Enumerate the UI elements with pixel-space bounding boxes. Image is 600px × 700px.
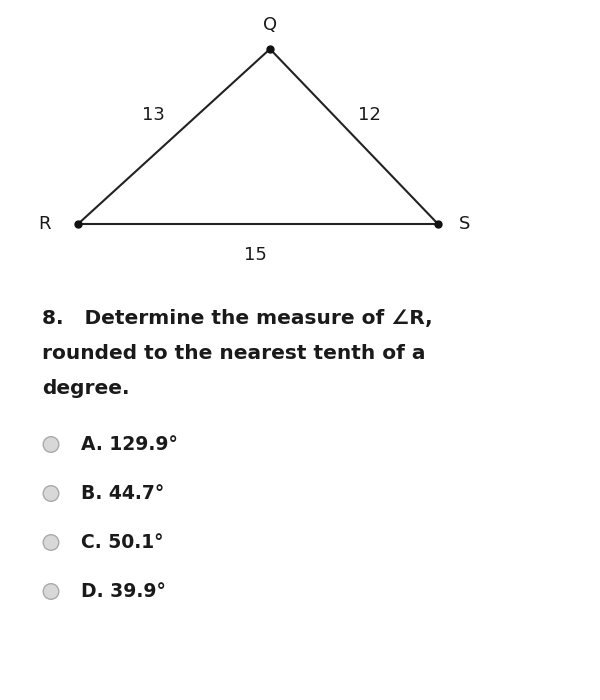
Ellipse shape	[43, 584, 59, 599]
Text: A. 129.9°: A. 129.9°	[81, 435, 178, 454]
Text: C. 50.1°: C. 50.1°	[81, 533, 163, 552]
Text: 15: 15	[244, 246, 266, 265]
Text: 13: 13	[142, 106, 164, 125]
Text: B. 44.7°: B. 44.7°	[81, 484, 164, 503]
Text: D. 39.9°: D. 39.9°	[81, 582, 166, 601]
Ellipse shape	[43, 437, 59, 452]
Text: Q: Q	[263, 15, 277, 34]
Text: S: S	[460, 215, 470, 233]
Ellipse shape	[43, 486, 59, 501]
Text: degree.: degree.	[42, 379, 130, 398]
Text: R: R	[39, 215, 51, 233]
Text: 12: 12	[358, 106, 380, 125]
Text: rounded to the nearest tenth of a: rounded to the nearest tenth of a	[42, 344, 425, 363]
Text: 8.   Determine the measure of ∠R,: 8. Determine the measure of ∠R,	[42, 309, 433, 328]
Ellipse shape	[43, 535, 59, 550]
